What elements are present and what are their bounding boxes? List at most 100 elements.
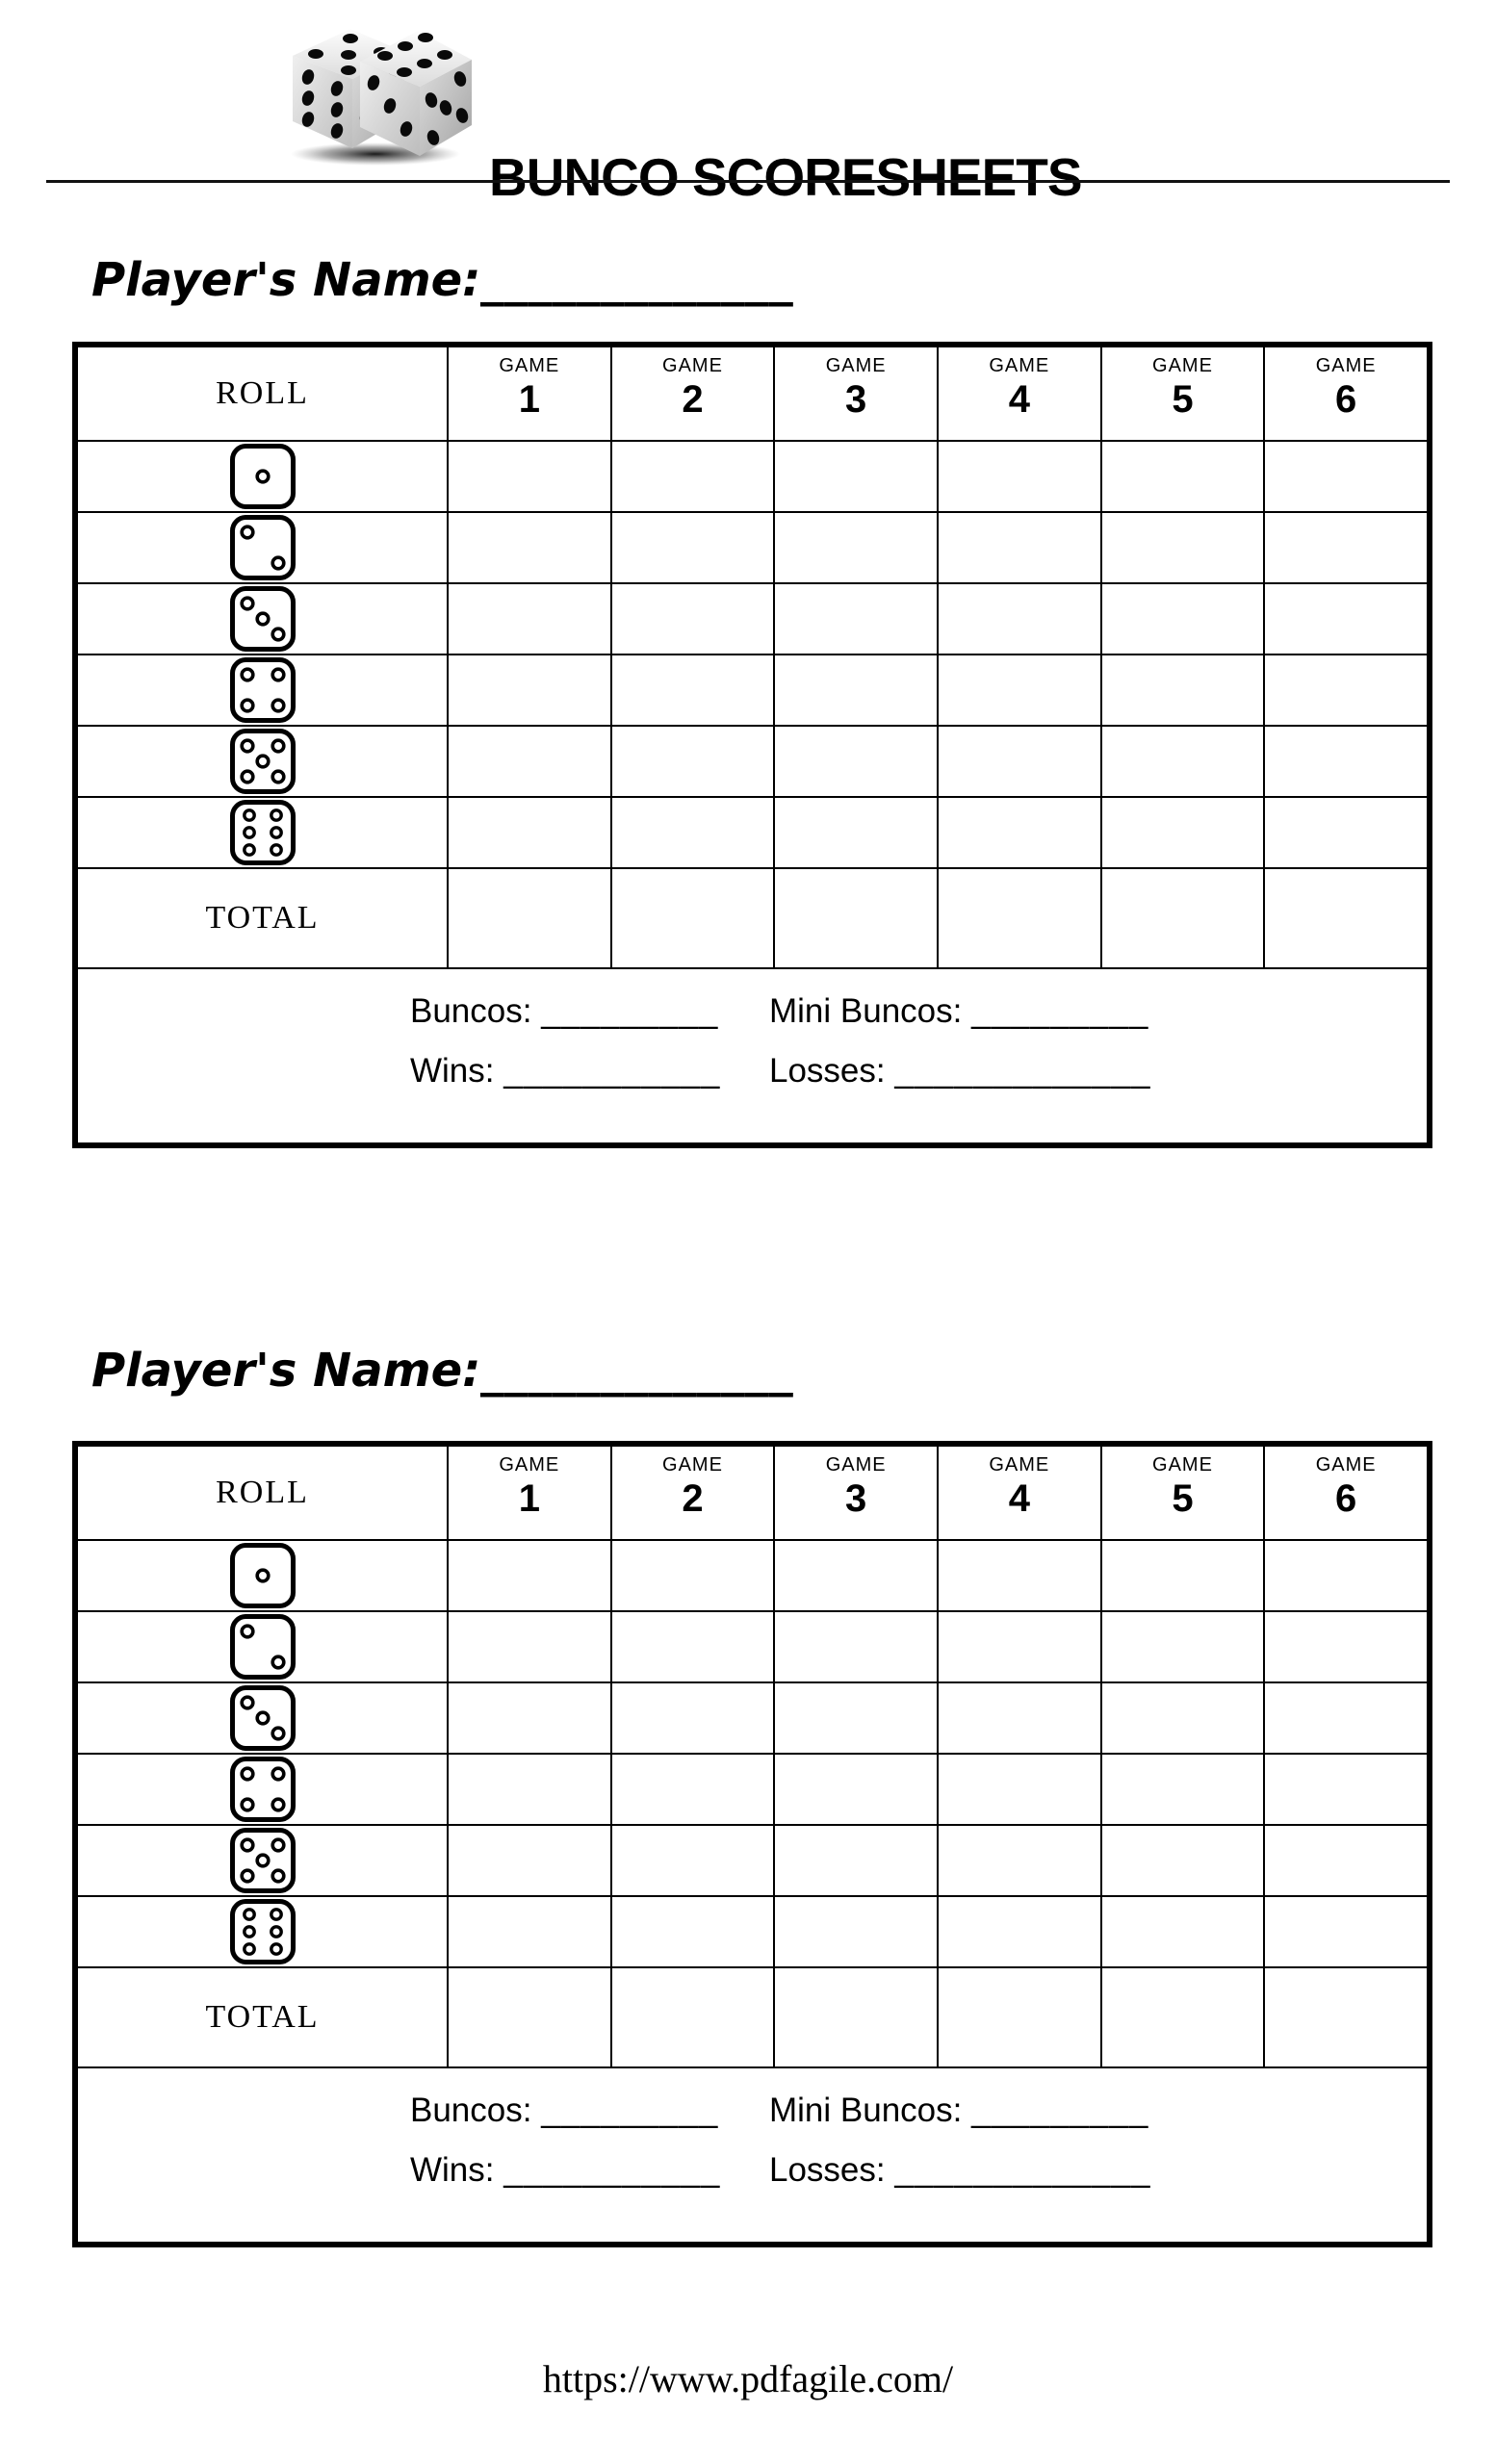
score-cell-g6-r1[interactable] xyxy=(1263,440,1427,511)
score-cell-g4-r2[interactable] xyxy=(937,1610,1100,1681)
score-cell-g4-r1[interactable] xyxy=(937,440,1100,511)
game-3-header: GAME 3 xyxy=(773,347,937,440)
player-name-blank[interactable]: _____________ xyxy=(480,1344,794,1398)
score-cell-g6-r4[interactable] xyxy=(1263,1753,1427,1824)
score-cell-g3-r4[interactable] xyxy=(773,654,937,725)
score-cell-g1-r1[interactable] xyxy=(447,1539,610,1610)
score-cell-g5-r1[interactable] xyxy=(1099,440,1264,511)
score-cell-g5-r2[interactable] xyxy=(1099,511,1264,582)
score-cell-g3-r6[interactable] xyxy=(773,1895,937,1966)
total-cell-g4[interactable] xyxy=(937,867,1100,967)
total-cell-g3[interactable] xyxy=(773,1966,937,2066)
score-cell-g4-r6[interactable] xyxy=(937,796,1100,867)
score-cell-g6-r3[interactable] xyxy=(1263,582,1427,654)
score-cell-g5-r2[interactable] xyxy=(1099,1610,1264,1681)
score-cell-g5-r4[interactable] xyxy=(1099,654,1264,725)
score-cell-g1-r4[interactable] xyxy=(447,654,610,725)
score-cell-g2-r3[interactable] xyxy=(609,582,774,654)
score-cell-g3-r2[interactable] xyxy=(773,1610,937,1681)
total-cell-g3[interactable] xyxy=(773,867,937,967)
score-cell-g6-r2[interactable] xyxy=(1263,511,1427,582)
mini-buncos-blank[interactable]: _________ xyxy=(971,992,1149,1030)
score-cell-g1-r5[interactable] xyxy=(447,1824,610,1895)
score-cell-g1-r2[interactable] xyxy=(447,1610,610,1681)
score-cell-g6-r3[interactable] xyxy=(1263,1681,1427,1753)
stats-area: Buncos: _________ Mini Buncos: _________… xyxy=(78,2066,1427,2242)
total-cell-g5[interactable] xyxy=(1099,1966,1264,2066)
score-cell-g3-r6[interactable] xyxy=(773,796,937,867)
score-cell-g1-r3[interactable] xyxy=(447,582,610,654)
score-cell-g3-r3[interactable] xyxy=(773,1681,937,1753)
player-name-blank[interactable]: _____________ xyxy=(480,253,794,307)
footer-url[interactable]: https://www.pdfagile.com/ xyxy=(542,2357,954,2400)
score-cell-g1-r3[interactable] xyxy=(447,1681,610,1753)
score-cell-g2-r6[interactable] xyxy=(609,796,774,867)
score-cell-g3-r3[interactable] xyxy=(773,582,937,654)
score-cell-g4-r3[interactable] xyxy=(937,1681,1100,1753)
score-cell-g5-r4[interactable] xyxy=(1099,1753,1264,1824)
score-cell-g6-r6[interactable] xyxy=(1263,796,1427,867)
score-cell-g6-r1[interactable] xyxy=(1263,1539,1427,1610)
score-cell-g1-r4[interactable] xyxy=(447,1753,610,1824)
game-2-header: GAME 2 xyxy=(609,347,774,440)
score-cell-g5-r3[interactable] xyxy=(1099,582,1264,654)
total-cell-g2[interactable] xyxy=(609,1966,774,2066)
score-cell-g3-r5[interactable] xyxy=(773,725,937,796)
score-cell-g2-r1[interactable] xyxy=(609,440,774,511)
score-cell-g2-r6[interactable] xyxy=(609,1895,774,1966)
score-cell-g3-r1[interactable] xyxy=(773,440,937,511)
total-cell-g2[interactable] xyxy=(609,867,774,967)
losses-blank[interactable]: _____________ xyxy=(894,1052,1151,1090)
score-cell-g5-r5[interactable] xyxy=(1099,725,1264,796)
score-cell-g3-r5[interactable] xyxy=(773,1824,937,1895)
score-cell-g4-r5[interactable] xyxy=(937,725,1100,796)
score-cell-g3-r2[interactable] xyxy=(773,511,937,582)
total-cell-g5[interactable] xyxy=(1099,867,1264,967)
score-cell-g5-r6[interactable] xyxy=(1099,1895,1264,1966)
score-cell-g2-r4[interactable] xyxy=(609,654,774,725)
score-cell-g4-r6[interactable] xyxy=(937,1895,1100,1966)
wins-blank[interactable]: ___________ xyxy=(503,1052,721,1090)
wins-blank[interactable]: ___________ xyxy=(503,2151,721,2189)
score-cell-g2-r2[interactable] xyxy=(609,511,774,582)
score-cell-g2-r5[interactable] xyxy=(609,725,774,796)
mini-buncos-blank[interactable]: _________ xyxy=(971,2092,1149,2129)
score-cell-g6-r5[interactable] xyxy=(1263,1824,1427,1895)
score-cell-g2-r4[interactable] xyxy=(609,1753,774,1824)
total-cell-g4[interactable] xyxy=(937,1966,1100,2066)
score-cell-g1-r6[interactable] xyxy=(447,1895,610,1966)
score-cell-g1-r1[interactable] xyxy=(447,440,610,511)
score-cell-g5-r6[interactable] xyxy=(1099,796,1264,867)
score-cell-g3-r1[interactable] xyxy=(773,1539,937,1610)
buncos-label: Buncos: xyxy=(410,2092,532,2129)
score-grid: ROLL GAME 1 GAME 2 GAME 3 GAME 4 GAME 5 GAME 6 xyxy=(78,347,1427,967)
score-cell-g5-r5[interactable] xyxy=(1099,1824,1264,1895)
buncos-blank[interactable]: _________ xyxy=(541,2092,719,2129)
score-cell-g5-r3[interactable] xyxy=(1099,1681,1264,1753)
score-cell-g2-r1[interactable] xyxy=(609,1539,774,1610)
score-cell-g6-r2[interactable] xyxy=(1263,1610,1427,1681)
score-cell-g1-r6[interactable] xyxy=(447,796,610,867)
score-cell-g4-r3[interactable] xyxy=(937,582,1100,654)
score-cell-g4-r4[interactable] xyxy=(937,654,1100,725)
score-cell-g2-r2[interactable] xyxy=(609,1610,774,1681)
score-cell-g4-r1[interactable] xyxy=(937,1539,1100,1610)
buncos-blank[interactable]: _________ xyxy=(541,992,719,1030)
score-cell-g4-r2[interactable] xyxy=(937,511,1100,582)
score-cell-g2-r5[interactable] xyxy=(609,1824,774,1895)
total-cell-g6[interactable] xyxy=(1263,867,1427,967)
score-cell-g3-r4[interactable] xyxy=(773,1753,937,1824)
score-cell-g6-r6[interactable] xyxy=(1263,1895,1427,1966)
score-cell-g2-r3[interactable] xyxy=(609,1681,774,1753)
score-cell-g5-r1[interactable] xyxy=(1099,1539,1264,1610)
total-cell-g1[interactable] xyxy=(447,1966,610,2066)
score-cell-g4-r5[interactable] xyxy=(937,1824,1100,1895)
score-cell-g4-r4[interactable] xyxy=(937,1753,1100,1824)
score-cell-g6-r5[interactable] xyxy=(1263,725,1427,796)
losses-blank[interactable]: _____________ xyxy=(894,2151,1151,2189)
total-cell-g6[interactable] xyxy=(1263,1966,1427,2066)
score-cell-g1-r5[interactable] xyxy=(447,725,610,796)
score-cell-g6-r4[interactable] xyxy=(1263,654,1427,725)
score-cell-g1-r2[interactable] xyxy=(447,511,610,582)
total-cell-g1[interactable] xyxy=(447,867,610,967)
